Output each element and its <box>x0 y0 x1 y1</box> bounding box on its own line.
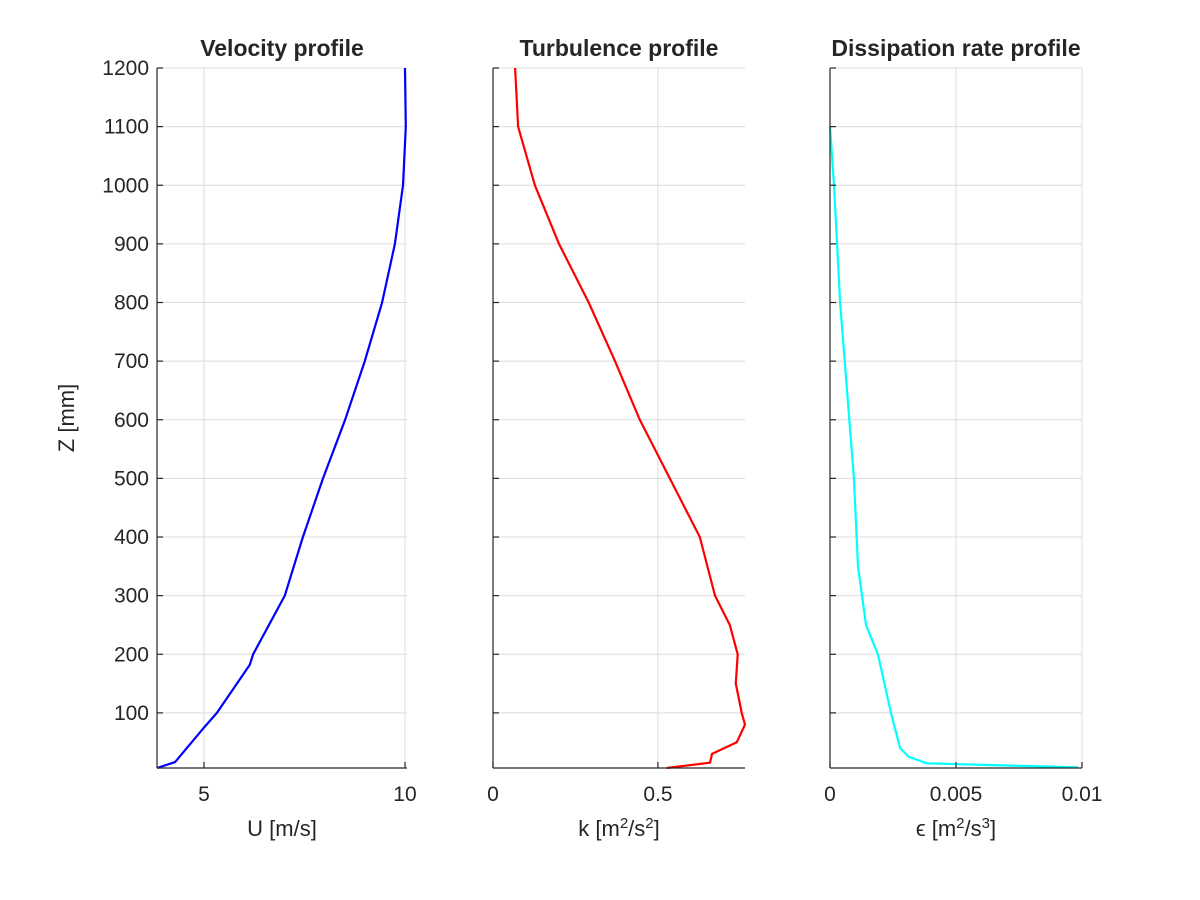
x-tick-label: 0.01 <box>1062 783 1103 806</box>
y-tick-label: 900 <box>114 233 149 256</box>
chart-title: Velocity profile <box>200 35 364 61</box>
x-tick-label: 5 <box>198 783 210 806</box>
y-tick-label: 800 <box>114 292 149 315</box>
subplot-1: 100 200 300 400 500 600 700 800 900 1000 1100 1200 5… <box>54 35 417 841</box>
y-tick-label: 200 <box>114 643 149 666</box>
x-tick-label: 0.5 <box>643 783 672 806</box>
chart-title: Turbulence profile <box>520 35 719 61</box>
x-axis-label: k [m2/s2] <box>578 815 660 842</box>
x-axis-label: U [m/s] <box>247 816 317 841</box>
x-tick-label: 0 <box>487 783 499 806</box>
y-tick-label: 1000 <box>102 174 149 197</box>
y-tick-label: 600 <box>114 409 149 432</box>
x-axis-label: ϵ [m2/s3] <box>916 815 996 842</box>
subplot-3: 0 0.005 0.01 Dissipation rate profile ϵ [m2/… <box>824 35 1102 841</box>
y-tick-label: 400 <box>114 526 149 549</box>
y-tick-label: 1200 <box>102 57 149 80</box>
data-line <box>828 126 1079 769</box>
y-tick-label: 300 <box>114 585 149 608</box>
chart-title: Dissipation rate profile <box>831 35 1080 61</box>
y-tick-label: 500 <box>114 467 149 490</box>
x-tick-label: 0 <box>824 783 836 806</box>
x-tick-label: 0.005 <box>930 783 983 806</box>
x-tick-label: 10 <box>393 783 416 806</box>
y-tick-label: 1100 <box>104 116 149 139</box>
subplot-2: 0 0.5 Turbulence profile k [m2/s2] <box>487 35 747 842</box>
y-axis-label: Z [mm] <box>54 384 79 452</box>
y-tick-label: 100 <box>114 702 149 725</box>
data-line <box>514 67 747 770</box>
data-line <box>156 67 407 770</box>
y-tick-label: 700 <box>114 350 149 373</box>
